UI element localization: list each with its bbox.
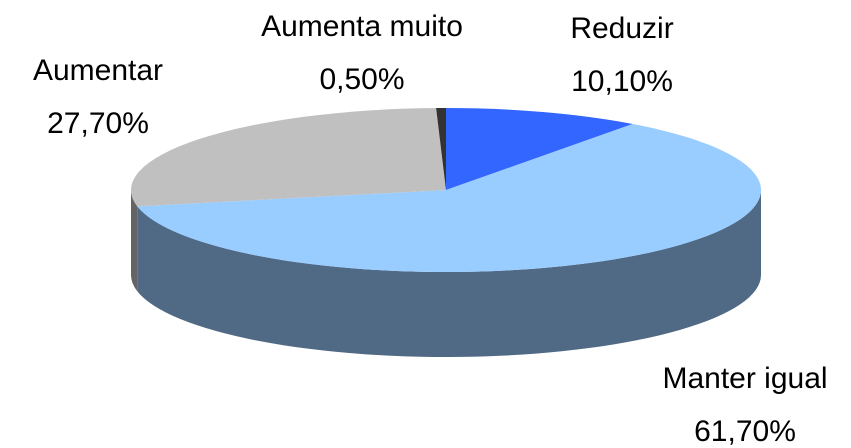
slice: [131, 108, 446, 207]
slice-value-label: 10,10%: [571, 65, 673, 98]
slice: [446, 108, 633, 190]
slice-value-label: 0,50%: [319, 63, 404, 96]
slice-label: Reduzir: [570, 12, 673, 45]
slice-side: [137, 190, 762, 357]
slice-value-label: 27,70%: [47, 107, 149, 140]
slice-label: Aumentar: [33, 54, 163, 87]
slice-side: [131, 190, 138, 292]
slice-label: Manter igual: [662, 362, 827, 395]
slice: [137, 123, 762, 272]
slice-value-label: 61,70%: [694, 415, 796, 448]
slice-label: Aumenta muito: [261, 10, 463, 43]
slice: [436, 108, 446, 190]
